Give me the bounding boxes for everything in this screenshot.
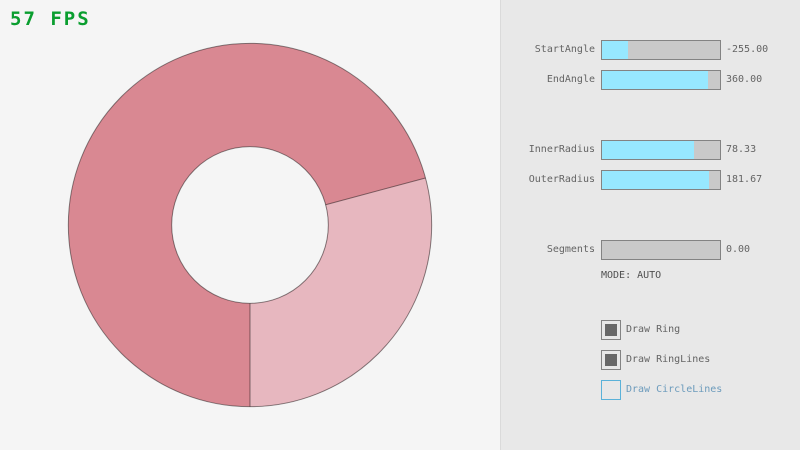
innerradius-slider-fill	[602, 141, 695, 159]
checkmark	[605, 324, 617, 336]
innerradius-label: InnerRadius	[528, 144, 595, 155]
controls-panel: StartAngle -255.00 EndAngle 360.00 Inner…	[500, 0, 800, 450]
ring-inner-outline	[171, 146, 329, 304]
ring-startangle-line	[325, 177, 426, 206]
endangle-label: EndAngle	[546, 74, 595, 85]
startangle-slider-fill	[602, 41, 628, 59]
endangle-value: 360.00	[726, 74, 763, 85]
ring-light-sector	[250, 177, 432, 407]
innerradius-value: 78.33	[726, 144, 757, 155]
draw-ring-label: Draw Ring	[626, 324, 681, 335]
draw-circlelines-checkbox[interactable]	[601, 380, 621, 400]
ring-drawing	[67, 42, 433, 408]
checkmark	[605, 354, 617, 366]
ring-outer-outline	[67, 42, 433, 408]
startangle-value: -255.00	[726, 44, 769, 55]
fps-counter: 57 FPS	[10, 8, 91, 30]
draw-circlelines-label: Draw CircleLines	[626, 384, 723, 395]
draw-ring-checkbox[interactable]	[601, 320, 621, 340]
segments-mode-text: MODE: AUTO	[601, 270, 662, 281]
outerradius-value: 181.67	[726, 174, 763, 185]
segments-value: 0.00	[726, 244, 751, 255]
startangle-label: StartAngle	[534, 44, 595, 55]
startangle-slider[interactable]	[601, 40, 721, 60]
segments-label: Segments	[546, 244, 595, 255]
draw-ringlines-checkbox[interactable]	[601, 350, 621, 370]
outerradius-slider[interactable]	[601, 170, 721, 190]
draw-ringlines-label: Draw RingLines	[626, 354, 711, 365]
endangle-slider[interactable]	[601, 70, 721, 90]
outerradius-label: OuterRadius	[528, 174, 595, 185]
outerradius-slider-fill	[602, 171, 710, 189]
endangle-slider-fill	[602, 71, 709, 89]
segments-slider[interactable]	[601, 240, 721, 260]
innerradius-slider[interactable]	[601, 140, 721, 160]
